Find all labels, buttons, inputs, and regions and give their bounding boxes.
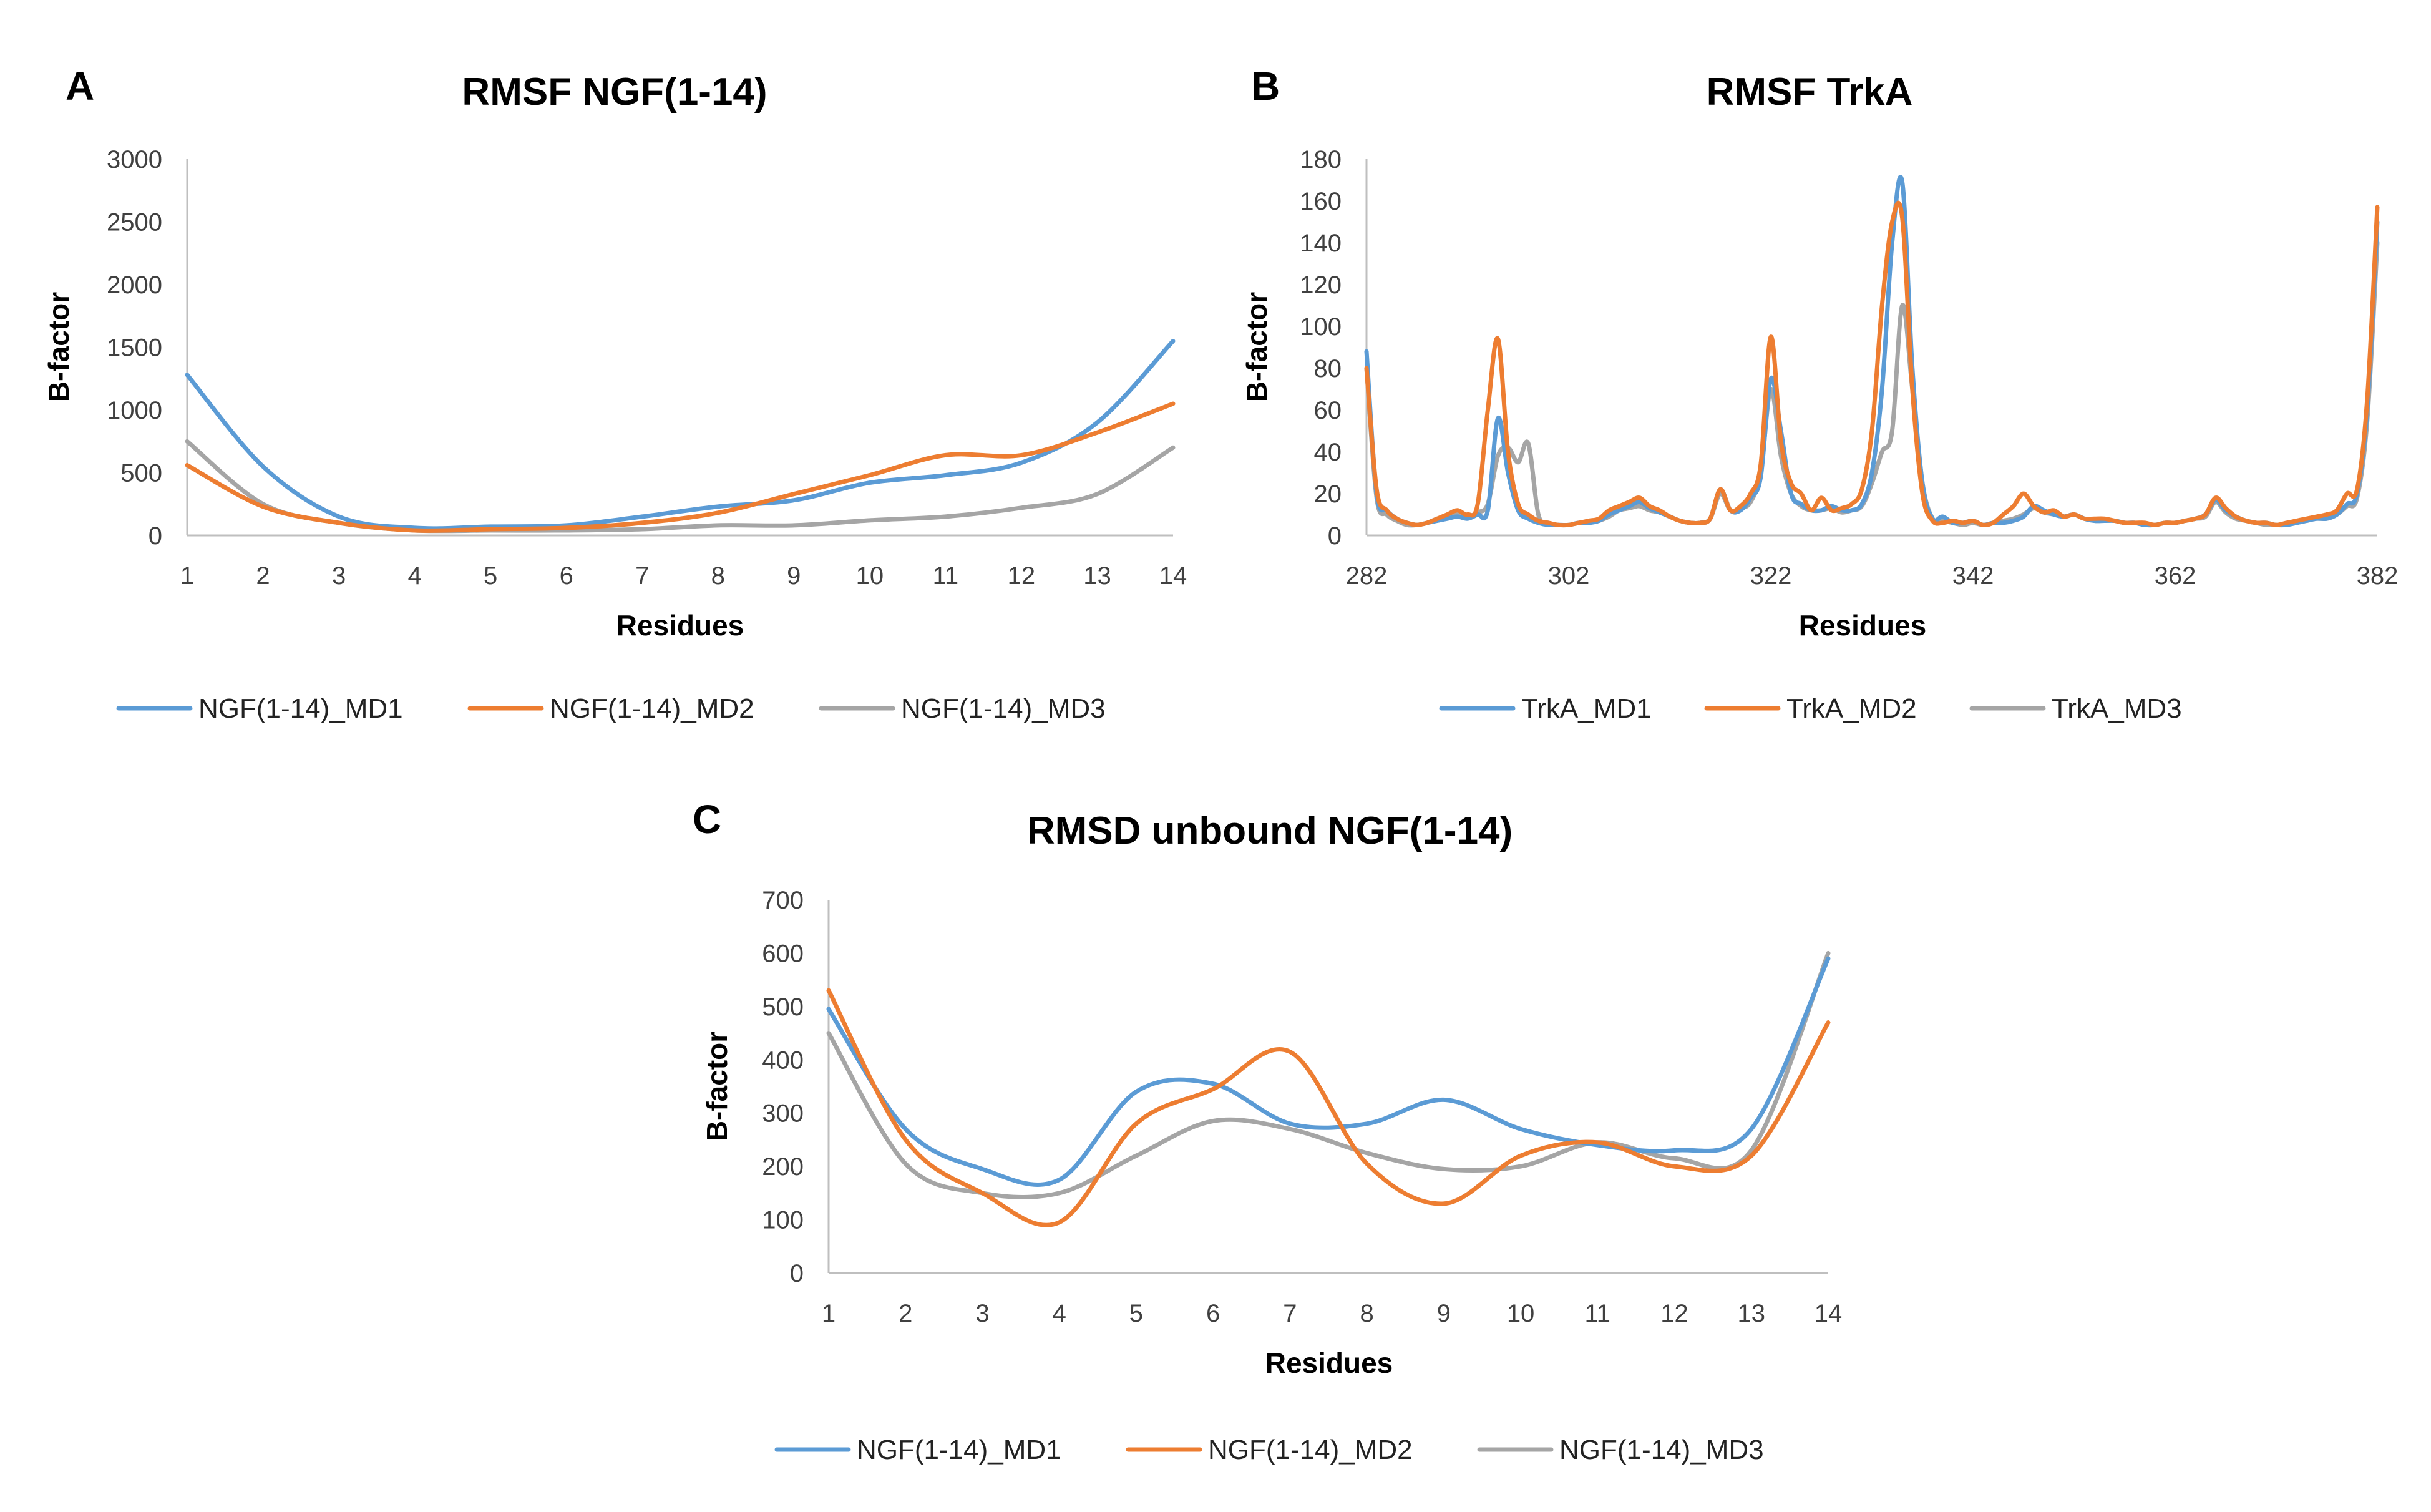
y-tick-label: 2500	[107, 209, 162, 237]
x-tick-label: 13	[1083, 562, 1111, 590]
panel-letter: B	[1251, 64, 1280, 109]
chart-a: A RMSF NGF(1-14) 0 500 1000 1500 2000 2500 3000 1…	[42, 64, 1187, 724]
x-tick-label: 1	[180, 562, 194, 590]
y-tick-label: 1500	[107, 334, 162, 362]
y-tick-label: 140	[1300, 230, 1342, 257]
chart-title: RMSD unbound NGF(1-14)	[1027, 809, 1513, 852]
x-tick-label: 322	[1750, 562, 1792, 590]
y-tick-label: 3000	[107, 146, 162, 173]
x-tick-label: 8	[711, 562, 725, 590]
y-tick-label: 400	[762, 1046, 804, 1074]
legend-label: NGF(1-14)_MD3	[901, 693, 1106, 724]
x-tick-label: 14	[1815, 1300, 1843, 1327]
y-tick-label: 60	[1314, 397, 1342, 424]
x-tick-label: 4	[407, 562, 421, 590]
x-tick-label: 10	[1507, 1300, 1535, 1327]
x-tick-label: 1	[822, 1300, 836, 1327]
chart-title: RMSF TrkA	[1707, 71, 1913, 114]
legend-label: NGF(1-14)_MD2	[1208, 1435, 1413, 1465]
y-tick-label: 40	[1314, 439, 1342, 466]
chart-b: B RMSF TrkA 0 20 40 60 80 100 120 140 160 180 282 302…	[1240, 64, 2398, 724]
y-tick-label: 200	[762, 1153, 804, 1181]
legend-label: TrkA_MD3	[2052, 693, 2182, 724]
legend-label: NGF(1-14)_MD2	[550, 693, 754, 724]
series-line-ngf-1-14-md2	[185, 401, 1176, 533]
chart-title: RMSF NGF(1-14)	[462, 71, 767, 114]
x-tick-label: 11	[1585, 1300, 1611, 1327]
x-tick-label: 9	[1437, 1300, 1451, 1327]
y-tick-label: 100	[1300, 313, 1342, 341]
x-tick-label: 6	[560, 562, 573, 590]
y-tick-label: 120	[1300, 271, 1342, 299]
x-axis-title: Residues	[1265, 1347, 1393, 1379]
x-tick-label: 342	[1952, 562, 1994, 590]
x-tick-label: 12	[1008, 562, 1036, 590]
x-tick-label: 11	[933, 562, 959, 590]
y-axis-title: B-factor	[1240, 292, 1273, 402]
x-tick-label: 7	[635, 562, 649, 590]
x-tick-label: 4	[1053, 1300, 1066, 1327]
series-line-ngf-1-14-md1	[826, 956, 1831, 1187]
y-tick-label: 100	[762, 1207, 804, 1234]
y-tick-label: 160	[1300, 188, 1342, 215]
legend-label: TrkA_MD1	[1521, 693, 1652, 724]
x-tick-label: 6	[1206, 1300, 1220, 1327]
y-tick-label: 700	[762, 887, 804, 914]
x-tick-label: 13	[1738, 1300, 1766, 1327]
y-tick-label: 0	[1328, 522, 1342, 550]
x-tick-label: 382	[2357, 562, 2399, 590]
y-tick-label: 300	[762, 1100, 804, 1128]
x-tick-label: 3	[332, 562, 346, 590]
x-tick-label: 362	[2155, 562, 2196, 590]
series-line-trka-md2	[1364, 200, 2380, 528]
y-tick-label: 20	[1314, 480, 1342, 508]
series-line-ngf-1-14-md3	[826, 950, 1831, 1200]
chart-c: C RMSD unbound NGF(1-14) 0 100 200 300 400 500 6…	[693, 797, 1842, 1465]
y-tick-label: 1000	[107, 397, 162, 424]
x-tick-label: 7	[1283, 1300, 1297, 1327]
x-tick-label: 8	[1360, 1300, 1373, 1327]
series-line-ngf-1-14-md2	[826, 988, 1831, 1227]
y-tick-label: 0	[149, 522, 162, 550]
y-axis-title: B-factor	[701, 1032, 733, 1141]
panel-letter: A	[66, 64, 94, 109]
y-tick-label: 0	[790, 1260, 804, 1287]
y-tick-label: 500	[762, 993, 804, 1021]
x-tick-label: 2	[256, 562, 270, 590]
y-tick-label: 80	[1314, 355, 1342, 383]
legend-label: NGF(1-14)_MD1	[857, 1435, 1061, 1465]
panel-letter: C	[693, 797, 721, 842]
x-tick-label: 14	[1159, 562, 1187, 590]
x-tick-label: 282	[1346, 562, 1388, 590]
series-line-ngf-1-14-md1	[185, 339, 1176, 531]
x-axis-title: Residues	[616, 609, 744, 641]
x-tick-label: 9	[787, 562, 801, 590]
y-tick-label: 600	[762, 940, 804, 967]
x-tick-label: 2	[899, 1300, 912, 1327]
y-tick-label: 180	[1300, 146, 1342, 173]
legend-label: NGF(1-14)_MD1	[198, 693, 403, 724]
x-tick-label: 5	[484, 562, 497, 590]
legend-label: TrkA_MD2	[1786, 693, 1917, 724]
y-tick-label: 2000	[107, 271, 162, 299]
y-axis-title: B-factor	[42, 292, 75, 402]
x-tick-label: 10	[856, 562, 884, 590]
x-tick-label: 302	[1548, 562, 1590, 590]
x-axis-title: Residues	[1799, 609, 1927, 641]
y-tick-label: 500	[120, 460, 162, 487]
x-tick-label: 5	[1129, 1300, 1143, 1327]
x-tick-label: 3	[975, 1300, 989, 1327]
x-tick-label: 12	[1660, 1300, 1688, 1327]
legend-label: NGF(1-14)_MD3	[1559, 1435, 1764, 1465]
series-line-trka-md1	[1364, 175, 2380, 528]
